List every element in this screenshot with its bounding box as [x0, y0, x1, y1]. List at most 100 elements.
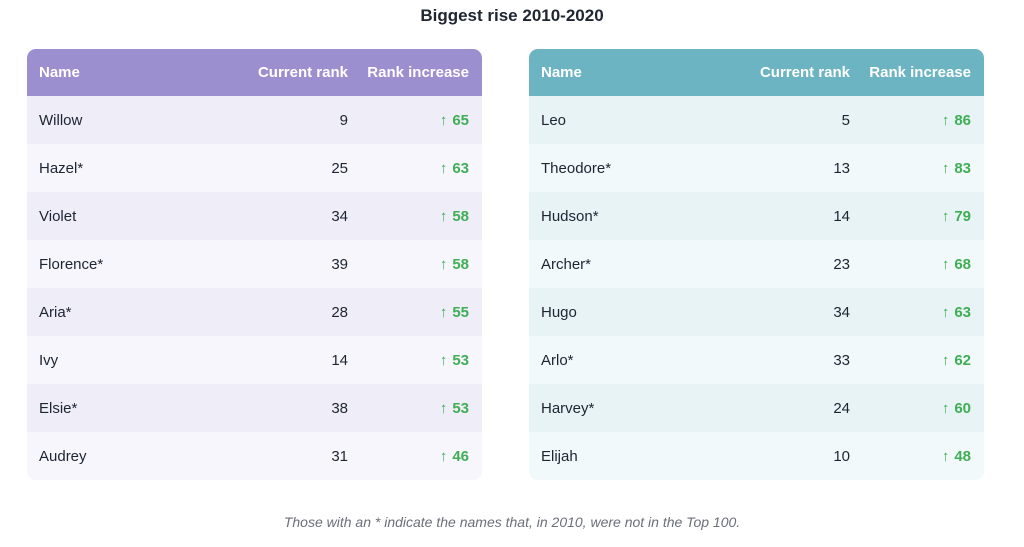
- arrow-up-icon: ↑: [941, 111, 950, 129]
- cell-current-rank: 28: [331, 303, 348, 321]
- cell-name: Archer*: [541, 255, 592, 273]
- arrow-up-icon: ↑: [941, 399, 950, 417]
- cell-current-rank: 34: [833, 303, 850, 321]
- arrow-up-icon: ↑: [439, 351, 448, 369]
- rank-increase-value: 63: [452, 159, 469, 177]
- cell-rank-increase: ↑ 46: [348, 448, 482, 465]
- table-row: Theodore* 13 ↑ 83: [529, 144, 984, 192]
- table-row: Willow 9 ↑ 65: [27, 96, 482, 144]
- cell-current-rank: 39: [331, 255, 348, 273]
- footnote: Those with an * indicate the names that,…: [283, 514, 741, 530]
- table-body: Willow 9 ↑ 65 Hazel* 25 ↑ 63 Violet 34 ↑ 58 Florence…: [27, 96, 482, 480]
- chart-title: Biggest rise 2010-2020: [420, 6, 604, 25]
- cell-rank-increase: ↑ 79: [850, 208, 984, 225]
- table-row: Archer* 23 ↑ 68: [529, 240, 984, 288]
- rank-increase-value: 62: [954, 351, 971, 369]
- girls-table: Name Current rank Rank increase Willow 9 ↑…: [27, 49, 482, 480]
- rank-increase-value: 65: [452, 111, 469, 129]
- header-current-rank: Current rank: [257, 64, 348, 81]
- table-body: Leo 5 ↑ 86 Theodore* 13 ↑ 83 Hudson* 14 ↑ 79 Archer*…: [529, 96, 984, 480]
- cell-rank-increase: ↑ 68: [850, 256, 984, 273]
- cell-current-rank: 31: [331, 447, 348, 465]
- cell-current-rank: 23: [833, 255, 850, 273]
- cell-rank-increase: ↑ 55: [348, 304, 482, 321]
- arrow-up-icon: ↑: [439, 159, 448, 177]
- cell-rank-increase: ↑ 60: [850, 400, 984, 417]
- table-row: Elsie* 38 ↑ 53: [27, 384, 482, 432]
- rank-increase-value: 58: [452, 207, 469, 225]
- table-row: Violet 34 ↑ 58: [27, 192, 482, 240]
- cell-rank-increase: ↑ 53: [348, 400, 482, 417]
- cell-name: Audrey: [39, 447, 87, 465]
- cell-name: Willow: [39, 111, 83, 129]
- cell-rank-increase: ↑ 86: [850, 112, 984, 129]
- table-row: Audrey 31 ↑ 46: [27, 432, 482, 480]
- header-name: Name: [541, 64, 582, 81]
- rank-increase-value: 79: [954, 207, 971, 225]
- rank-increase-value: 60: [954, 399, 971, 417]
- header-rank-increase: Rank increase: [869, 64, 971, 81]
- cell-name: Violet: [39, 207, 77, 225]
- cell-name: Elijah: [541, 447, 578, 465]
- cell-current-rank: 9: [339, 111, 348, 129]
- arrow-up-icon: ↑: [439, 399, 448, 417]
- arrow-up-icon: ↑: [941, 255, 950, 273]
- arrow-up-icon: ↑: [941, 159, 950, 177]
- rank-increase-value: 55: [452, 303, 469, 321]
- cell-rank-increase: ↑ 83: [850, 160, 984, 177]
- table-row: Florence* 39 ↑ 58: [27, 240, 482, 288]
- rank-increase-value: 46: [452, 447, 469, 465]
- cell-current-rank: 14: [833, 207, 850, 225]
- table-row: Aria* 28 ↑ 55: [27, 288, 482, 336]
- cell-name: Elsie*: [39, 399, 78, 417]
- cell-rank-increase: ↑ 53: [348, 352, 482, 369]
- cell-rank-increase: ↑ 63: [348, 160, 482, 177]
- cell-current-rank: 14: [331, 351, 348, 369]
- cell-name: Ivy: [39, 351, 59, 369]
- table-row: Ivy 14 ↑ 53: [27, 336, 482, 384]
- cell-current-rank: 33: [833, 351, 850, 369]
- rank-increase-value: 83: [954, 159, 971, 177]
- arrow-up-icon: ↑: [439, 447, 448, 465]
- cell-name: Hudson*: [541, 207, 599, 225]
- arrow-up-icon: ↑: [941, 207, 950, 225]
- cell-rank-increase: ↑ 58: [348, 256, 482, 273]
- table-row: Elijah 10 ↑ 48: [529, 432, 984, 480]
- rank-increase-value: 53: [452, 351, 469, 369]
- rank-increase-value: 58: [452, 255, 469, 273]
- table-row: Leo 5 ↑ 86: [529, 96, 984, 144]
- arrow-up-icon: ↑: [439, 111, 448, 129]
- cell-name: Florence*: [39, 255, 104, 273]
- rank-increase-value: 53: [452, 399, 469, 417]
- cell-name: Harvey*: [541, 399, 595, 417]
- rank-increase-value: 48: [954, 447, 971, 465]
- rank-increase-value: 68: [954, 255, 971, 273]
- cell-current-rank: 34: [331, 207, 348, 225]
- arrow-up-icon: ↑: [941, 351, 950, 369]
- table-header: Name Current rank Rank increase: [27, 49, 482, 96]
- rank-increase-value: 63: [954, 303, 971, 321]
- cell-name: Hugo: [541, 303, 577, 321]
- cell-rank-increase: ↑ 62: [850, 352, 984, 369]
- table-row: Arlo* 33 ↑ 62: [529, 336, 984, 384]
- cell-current-rank: 25: [331, 159, 348, 177]
- cell-name: Aria*: [39, 303, 72, 321]
- arrow-up-icon: ↑: [941, 447, 950, 465]
- cell-rank-increase: ↑ 48: [850, 448, 984, 465]
- boys-table: Name Current rank Rank increase Leo 5 ↑ 86 T…: [529, 49, 984, 480]
- cell-name: Theodore*: [541, 159, 612, 177]
- arrow-up-icon: ↑: [439, 303, 448, 321]
- cell-current-rank: 24: [833, 399, 850, 417]
- cell-current-rank: 5: [841, 111, 850, 129]
- arrow-up-icon: ↑: [439, 255, 448, 273]
- cell-current-rank: 10: [833, 447, 850, 465]
- header-current-rank: Current rank: [759, 64, 850, 81]
- header-rank-increase: Rank increase: [367, 64, 469, 81]
- arrow-up-icon: ↑: [439, 207, 448, 225]
- cell-name: Hazel*: [39, 159, 84, 177]
- cell-name: Leo: [541, 111, 567, 129]
- cell-current-rank: 13: [833, 159, 850, 177]
- cell-rank-increase: ↑ 63: [850, 304, 984, 321]
- table-row: Hudson* 14 ↑ 79: [529, 192, 984, 240]
- table-header: Name Current rank Rank increase: [529, 49, 984, 96]
